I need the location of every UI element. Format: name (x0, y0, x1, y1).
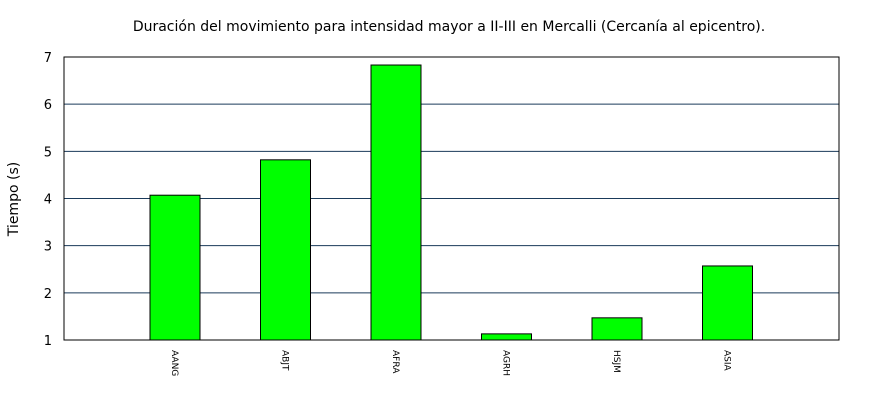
y-tick-label: 4 (44, 193, 52, 208)
bar-afra (370, 64, 422, 341)
x-tick-label: AGRH (501, 350, 511, 376)
bar-agrh (481, 333, 532, 341)
y-axis-ticks: 1 2 3 4 5 6 7 (44, 51, 52, 349)
x-tick-label: AFRA (390, 350, 400, 374)
y-tick-label: 2 (44, 287, 52, 302)
y-tick-label: 3 (44, 240, 52, 255)
y-tick-label: 5 (44, 145, 52, 160)
bar-abjt (260, 159, 311, 341)
bar-aang (149, 194, 201, 341)
x-tick-label: HSJM (611, 350, 621, 373)
x-tick-label: ABJT (280, 350, 290, 371)
y-tick-label: 7 (44, 51, 52, 66)
bar-hsjm (591, 317, 643, 341)
x-tick-label: ASIA (722, 350, 732, 372)
x-tick-label: AANG (169, 350, 179, 376)
chart-title: Duración del movimiento para intensidad … (133, 19, 765, 35)
x-axis-ticks: AANG ABJT AFRA AGRH HSJM ASIA (169, 350, 732, 376)
bar-asia (702, 265, 753, 341)
y-axis-label: Tiempo (s) (6, 162, 22, 237)
y-tick-label: 6 (44, 98, 52, 113)
y-tick-label: 1 (44, 334, 52, 349)
bars (149, 64, 753, 341)
plot-frame (63, 56, 840, 341)
